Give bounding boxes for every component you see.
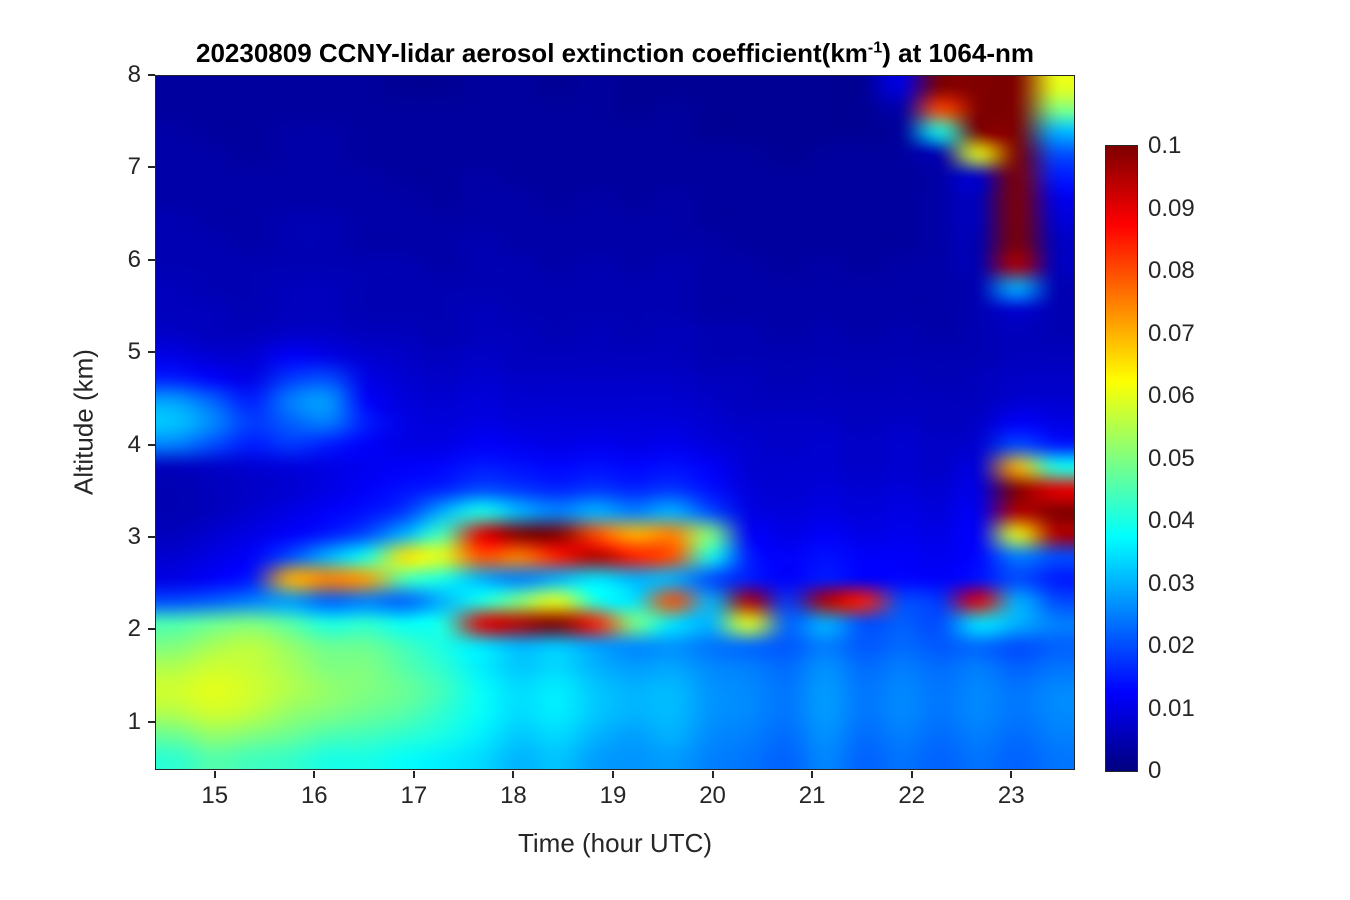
y-tick-mark (148, 720, 155, 723)
y-tick-mark (148, 74, 155, 76)
x-tick-mark (1010, 771, 1013, 778)
y-tick-label: 4 (127, 430, 141, 458)
chart-title-text: 20230809 CCNY-lidar aerosol extinction c… (196, 38, 868, 68)
colorbar-tick-label: 0.02 (1148, 632, 1195, 659)
x-tick-label: 17 (400, 782, 428, 809)
x-tick-label: 18 (500, 782, 527, 809)
chart-title: 20230809 CCNY-lidar aerosol extinction c… (115, 38, 1115, 69)
plot-area (155, 75, 1075, 770)
y-tick-mark (148, 351, 155, 354)
x-tick-label: 16 (300, 782, 328, 809)
colorbar-canvas (1106, 146, 1137, 771)
y-tick-label: 7 (127, 153, 141, 181)
y-tick-label: 1 (127, 707, 141, 735)
x-tick-label: 23 (997, 782, 1025, 809)
colorbar-tick-label: 0.08 (1148, 257, 1195, 284)
colorbar-tick-label: 0.1 (1148, 132, 1182, 159)
y-tick-label: 3 (127, 523, 141, 550)
y-tick-label: 8 (127, 61, 141, 88)
chart-title-superscript: -1 (867, 38, 883, 57)
colorbar-tick-label: 0.06 (1148, 382, 1195, 409)
colorbar-tick-label: 0.01 (1148, 694, 1195, 722)
y-tick-mark (148, 258, 155, 261)
y-tick-mark (148, 166, 155, 169)
colorbar-ticks: 0 0.01 0.02 0.03 0.04 0.05 0.06 0.07 0.08 0.09 0.1 (1148, 132, 1228, 784)
x-tick-label: 21 (798, 782, 826, 809)
x-axis-ticks: 15 16 17 18 19 20 21 22 23 (155, 771, 1075, 816)
y-tick-mark (148, 443, 155, 446)
y-tick-label: 6 (127, 245, 141, 273)
x-tick-mark (512, 771, 515, 778)
x-tick-mark (711, 771, 714, 778)
colorbar-tick-label: 0.04 (1148, 507, 1195, 534)
chart-title-suffix: ) at 1064-nm (882, 38, 1034, 68)
x-tick-mark (412, 771, 415, 778)
x-tick-mark (612, 771, 614, 778)
colorbar-tick-label: 0.05 (1148, 444, 1195, 472)
x-tick-mark (313, 771, 316, 778)
x-tick-label: 19 (599, 782, 627, 809)
x-tick-label: 15 (201, 782, 229, 809)
y-tick-mark (148, 628, 155, 631)
y-tick-label: 5 (127, 338, 141, 366)
colorbar (1105, 145, 1138, 772)
heatmap-canvas (156, 76, 1074, 769)
x-tick-mark (811, 771, 814, 778)
y-axis-ticks: 1 2 3 4 5 6 7 8 (75, 61, 155, 770)
colorbar-tick-label: 0.03 (1148, 569, 1195, 597)
colorbar-tick-label: 0.07 (1148, 319, 1195, 347)
x-tick-label: 22 (898, 782, 926, 809)
x-tick-mark (213, 771, 216, 778)
colorbar-tick-label: 0.09 (1148, 194, 1195, 222)
x-axis-label: Time (hour UTC) (517, 828, 713, 858)
y-tick-mark (148, 536, 155, 538)
y-tick-label: 2 (127, 615, 141, 643)
colorbar-tick-label: 0 (1148, 757, 1162, 784)
x-tick-mark (910, 771, 913, 778)
x-tick-label: 20 (699, 782, 726, 809)
